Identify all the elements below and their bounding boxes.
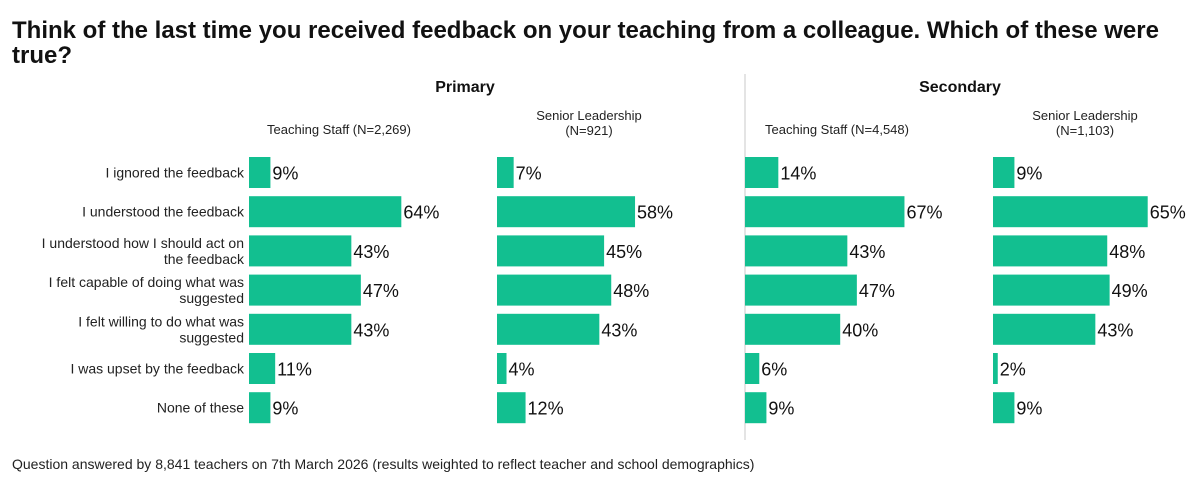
category-label: I understood how I should act on: [42, 235, 244, 251]
bar: [993, 235, 1108, 267]
value-label: 9%: [1016, 399, 1042, 419]
category-label: suggested: [179, 329, 244, 345]
value-label: 45%: [606, 242, 642, 262]
category-label: I was upset by the feedback: [70, 361, 245, 377]
value-label: 2%: [1000, 360, 1026, 380]
bar: [497, 353, 507, 384]
bar: [497, 313, 600, 345]
bar: [993, 313, 1096, 345]
panel-title: (N=1,103): [1056, 123, 1114, 138]
value-label: 43%: [353, 320, 389, 340]
bar: [497, 196, 636, 228]
value-label: 12%: [528, 399, 564, 419]
value-label: 40%: [842, 320, 878, 340]
category-label: I ignored the feedback: [105, 165, 245, 181]
value-label: 65%: [1150, 203, 1186, 223]
category-label: the feedback: [164, 251, 245, 267]
category-label: I felt willing to do what was: [78, 313, 244, 329]
value-label: 47%: [363, 281, 399, 301]
value-label: 43%: [1097, 320, 1133, 340]
value-label: 58%: [637, 203, 673, 223]
value-label: 48%: [613, 281, 649, 301]
bar: [249, 196, 402, 228]
panel-title: (N=921): [565, 123, 612, 138]
category-label: suggested: [179, 290, 244, 306]
value-label: 43%: [601, 320, 637, 340]
value-label: 9%: [272, 164, 298, 184]
category-label: I felt capable of doing what was: [49, 274, 244, 290]
bar: [497, 274, 612, 306]
bar: [249, 157, 271, 188]
value-label: 43%: [849, 242, 885, 262]
bar: [993, 196, 1148, 228]
value-label: 9%: [768, 399, 794, 419]
value-label: 49%: [1112, 281, 1148, 301]
value-label: 11%: [277, 360, 312, 380]
value-label: 6%: [761, 360, 787, 380]
panel-title: Senior Leadership: [536, 108, 642, 123]
panel-title: Senior Leadership: [1032, 108, 1138, 123]
value-label: 48%: [1109, 242, 1145, 262]
bar: [745, 274, 857, 306]
value-label: 9%: [272, 399, 298, 419]
bar: [249, 313, 352, 345]
value-label: 43%: [353, 242, 389, 262]
bar: [497, 157, 514, 188]
bar: [249, 392, 271, 424]
value-label: 7%: [516, 164, 542, 184]
chart-title: Think of the last time you received feed…: [12, 17, 1159, 69]
value-label: 14%: [780, 164, 816, 184]
bar: [993, 274, 1110, 306]
bar: [249, 235, 352, 267]
group-title-primary: Primary: [435, 79, 495, 96]
bar: [249, 274, 361, 306]
category-label: None of these: [157, 400, 244, 416]
value-label: 47%: [859, 281, 895, 301]
value-label: 67%: [906, 203, 942, 223]
bar: [745, 392, 767, 424]
group-title-secondary: Secondary: [919, 79, 1001, 96]
bar: [993, 353, 998, 384]
category-label: I understood the feedback: [82, 204, 245, 220]
value-label: 4%: [509, 360, 535, 380]
panel-title: Teaching Staff (N=2,269): [267, 122, 411, 137]
value-label: 64%: [403, 203, 439, 223]
bar: [745, 157, 779, 188]
bar: [497, 392, 526, 424]
bar: [993, 157, 1015, 188]
bar: [745, 235, 848, 267]
bar: [497, 235, 605, 267]
bar: [745, 353, 760, 384]
bar: [249, 353, 276, 384]
panel-title: Teaching Staff (N=4,548): [765, 122, 909, 137]
chart-footnote: Question answered by 8,841 teachers on 7…: [12, 456, 755, 472]
bar: [745, 313, 841, 345]
bar: [993, 392, 1015, 424]
value-label: 9%: [1016, 164, 1042, 184]
bar: [745, 196, 905, 228]
